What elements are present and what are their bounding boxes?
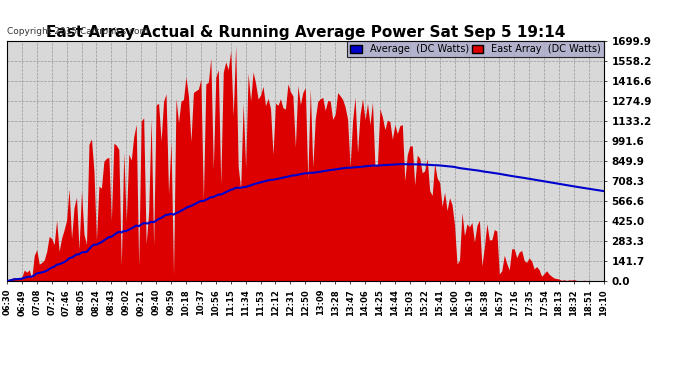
Title: East Array Actual & Running Average Power Sat Sep 5 19:14: East Array Actual & Running Average Powe… — [46, 25, 565, 40]
Text: Copyright 2015 Cartronics.com: Copyright 2015 Cartronics.com — [7, 27, 148, 36]
Legend: Average  (DC Watts), East Array  (DC Watts): Average (DC Watts), East Array (DC Watts… — [347, 41, 604, 57]
